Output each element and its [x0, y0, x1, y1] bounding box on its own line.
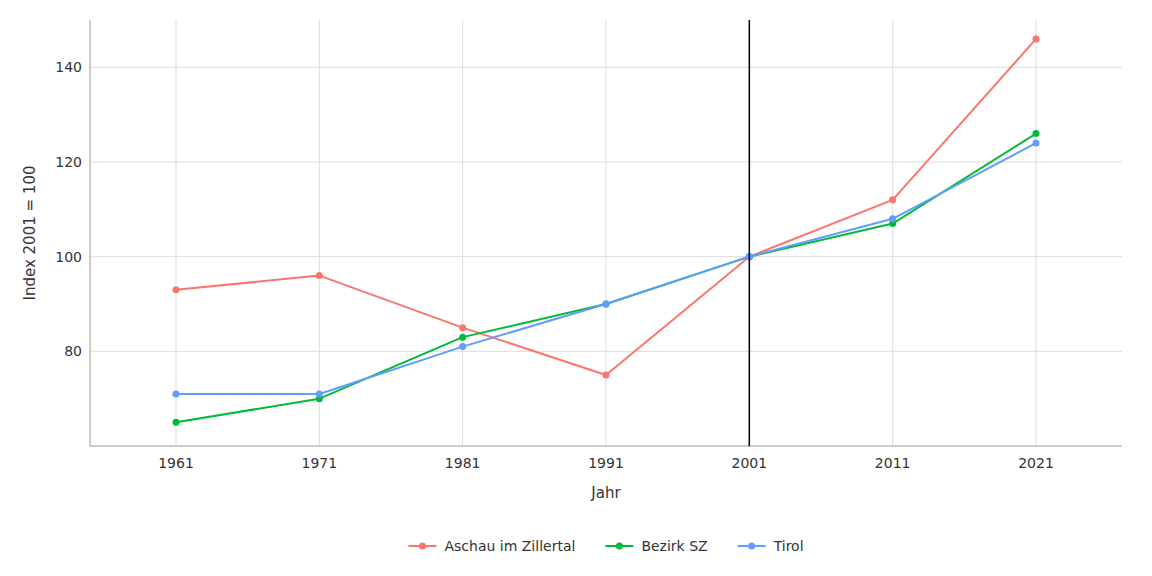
- series-point: [173, 390, 180, 397]
- x-tick-label: 1971: [302, 455, 338, 471]
- legend-swatch-marker: [419, 543, 426, 550]
- plot-area: [173, 20, 1040, 446]
- chart: 1961 1971 1981 1991 2001 2011 2021 80 100 120 140 J…: [0, 0, 1152, 576]
- x-grid-line: [176, 20, 177, 446]
- x-tick-label: 2011: [875, 455, 911, 471]
- x-axis-label: Jahr: [590, 484, 621, 502]
- grid: [90, 20, 1122, 446]
- x-tick-label: 2001: [732, 455, 768, 471]
- series-point: [173, 286, 180, 293]
- y-axis-label: Index 2001 = 100: [21, 166, 39, 301]
- series-point: [459, 324, 466, 331]
- y-axis-line: [90, 20, 91, 446]
- x-grid-line: [1036, 20, 1037, 446]
- y-tick-label: 120: [55, 154, 82, 170]
- series-point: [459, 343, 466, 350]
- legend-label: Aschau im Zillertal: [444, 538, 575, 554]
- y-tick-label: 140: [55, 59, 82, 75]
- series-point: [889, 215, 896, 222]
- legend-swatch-marker: [616, 543, 623, 550]
- series-point: [603, 301, 610, 308]
- series-point: [1033, 35, 1040, 42]
- x-grid-line: [606, 20, 607, 446]
- x-grid-line: [749, 20, 750, 446]
- series-line: [176, 39, 1036, 375]
- y-grid-line: [90, 67, 1122, 68]
- reference-line: [749, 20, 751, 446]
- legend-item: Aschau im Zillertal: [408, 538, 575, 554]
- x-tick-label: 2021: [1018, 455, 1054, 471]
- y-tick-label: 80: [64, 343, 82, 359]
- x-axis-line: [90, 446, 1122, 447]
- series-point: [316, 390, 323, 397]
- x-tick-label: 1961: [158, 455, 194, 471]
- series-point: [889, 196, 896, 203]
- legend-label: Tirol: [773, 538, 804, 554]
- series-line: [176, 134, 1036, 423]
- y-grid-line: [90, 256, 1122, 257]
- series-line: [176, 143, 1036, 394]
- series-point: [1033, 140, 1040, 147]
- series-point: [603, 372, 610, 379]
- legend-item: Bezirk SZ: [605, 538, 707, 554]
- series-point: [316, 272, 323, 279]
- series-point: [1033, 130, 1040, 137]
- y-grid-line: [90, 351, 1122, 352]
- x-grid-line: [319, 20, 320, 446]
- x-tick-label: 1991: [588, 455, 624, 471]
- series-point: [459, 334, 466, 341]
- series-point: [603, 301, 610, 308]
- x-grid-line: [892, 20, 893, 446]
- legend-label: Bezirk SZ: [641, 538, 707, 554]
- x-grid-line: [462, 20, 463, 446]
- x-tick-label: 1981: [445, 455, 481, 471]
- y-grid-line: [90, 162, 1122, 163]
- legend-swatch-marker: [748, 543, 755, 550]
- legend-item: Tirol: [738, 538, 804, 554]
- y-tick-label: 100: [55, 249, 82, 265]
- legend: Aschau im Zillertal Bezirk SZ Tirol: [408, 538, 803, 554]
- series-point: [173, 419, 180, 426]
